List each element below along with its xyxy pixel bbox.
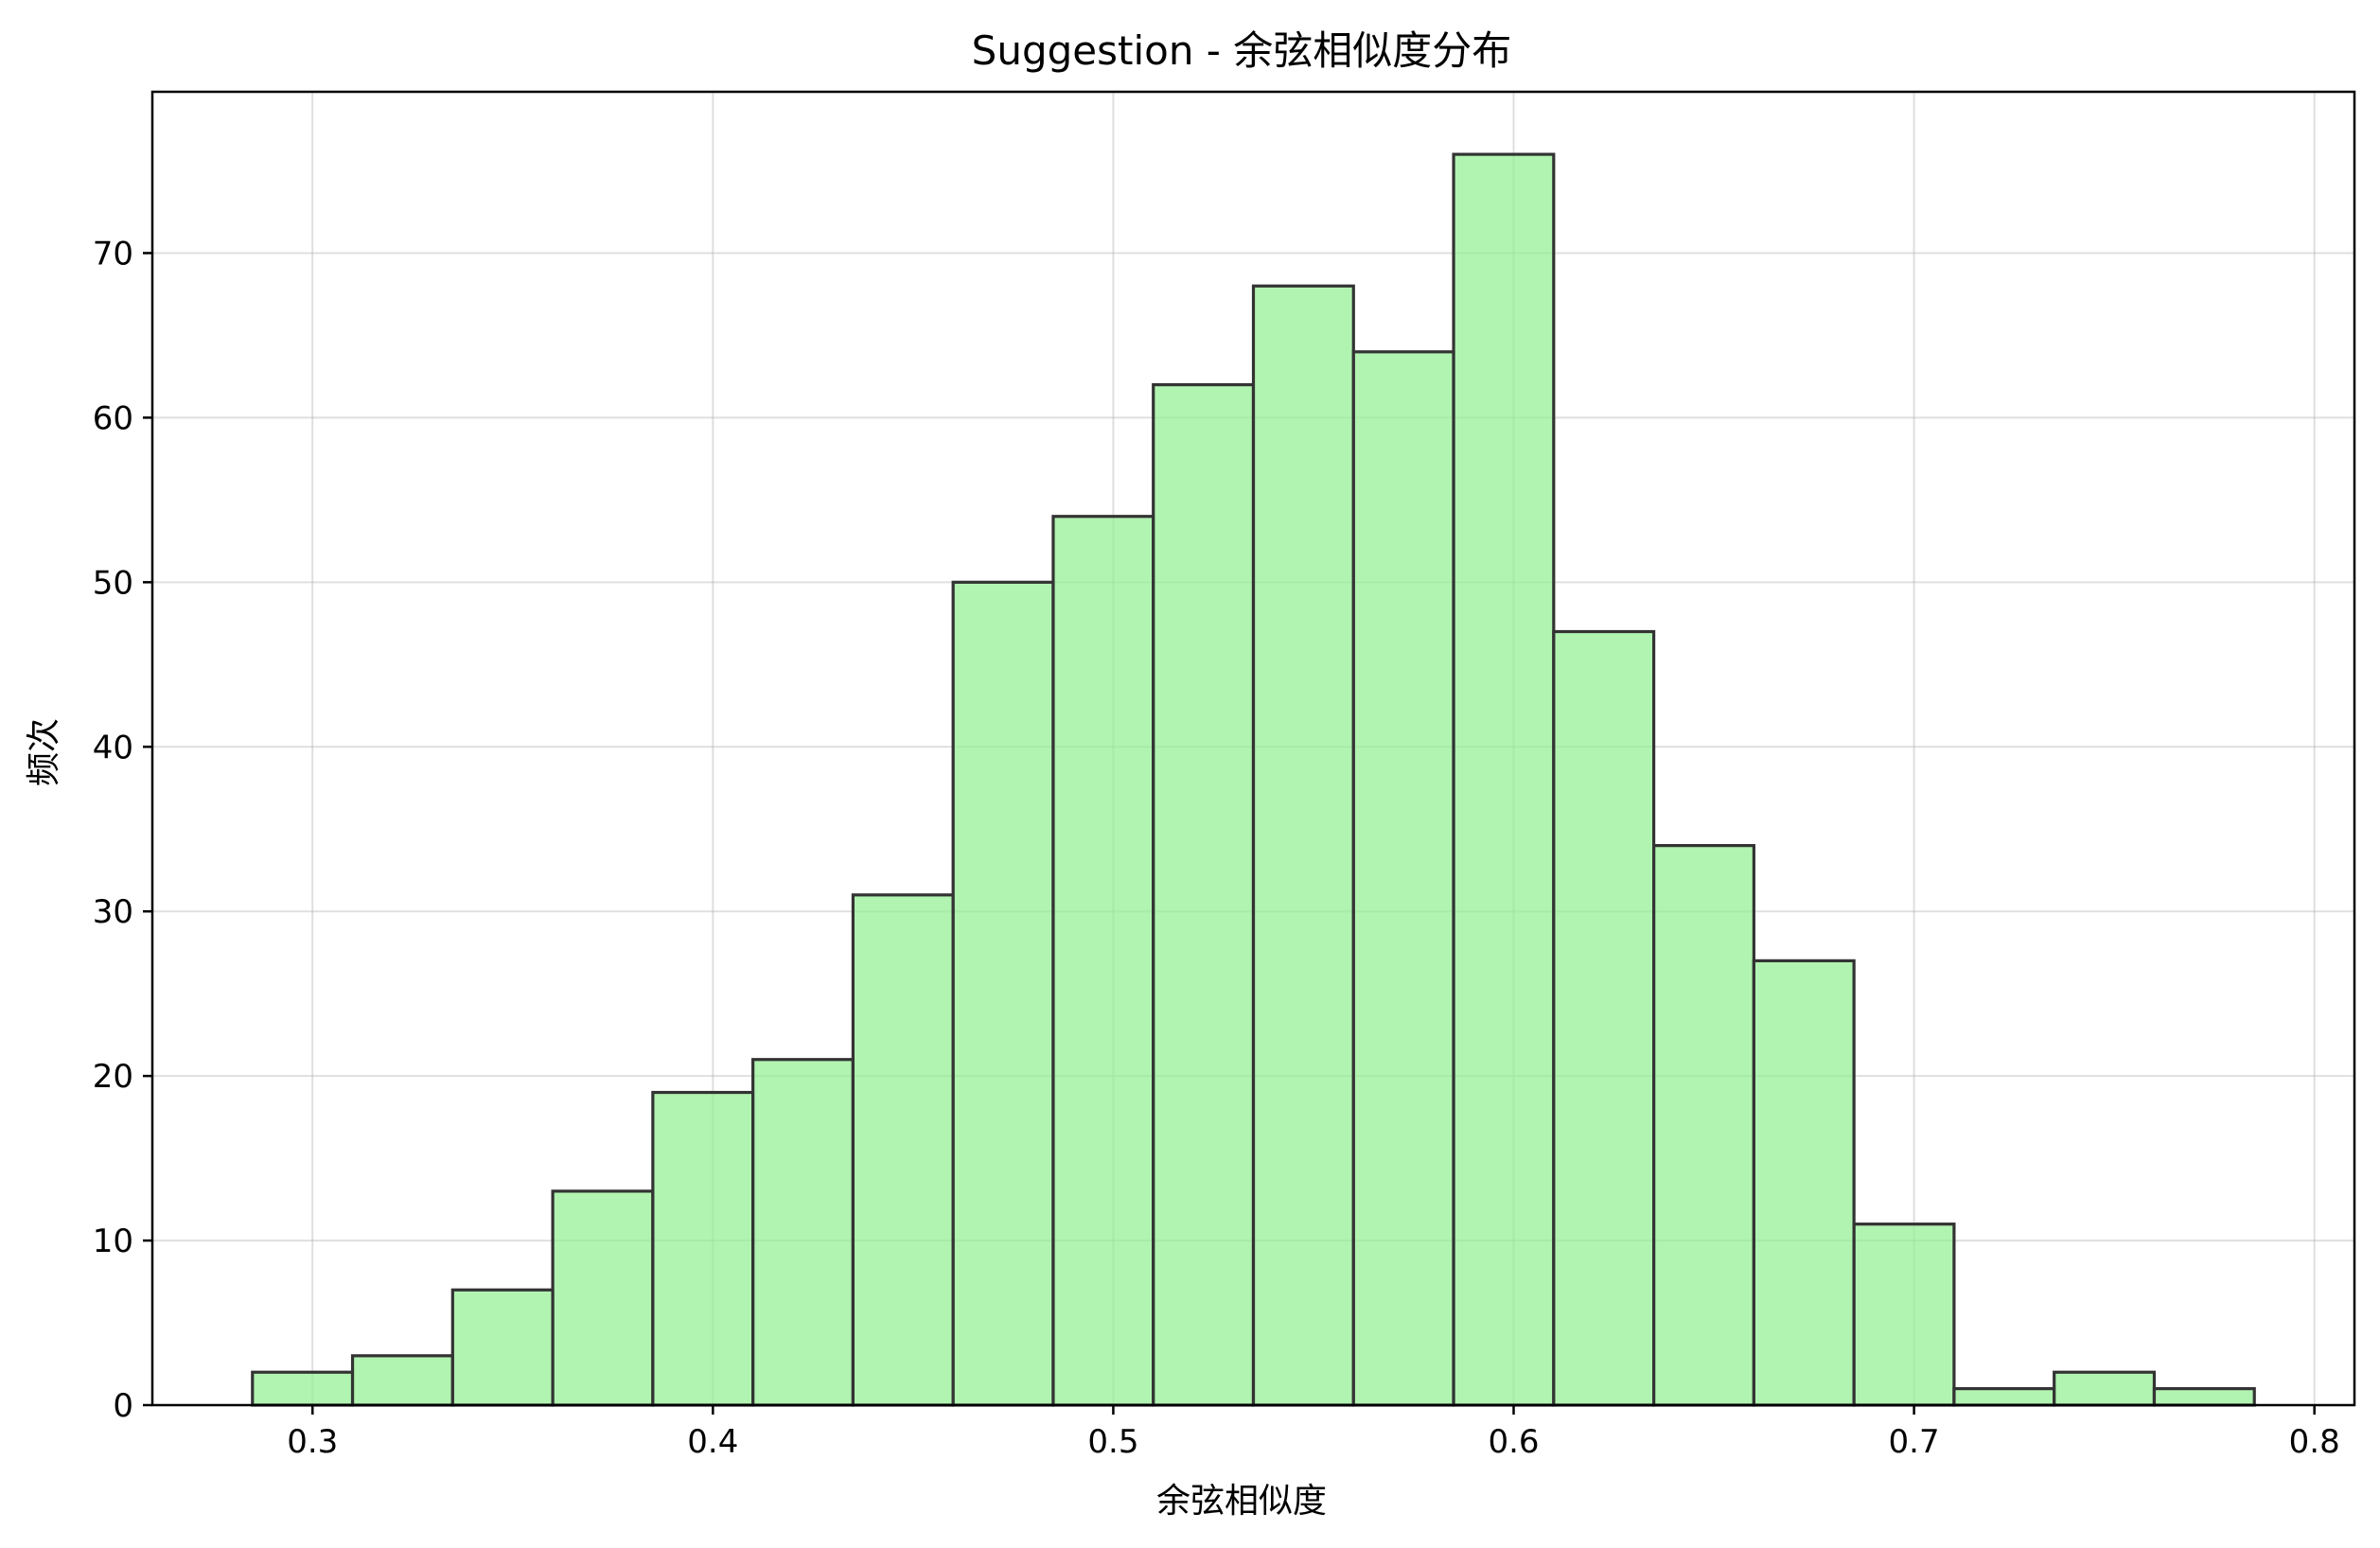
y-tick-label: 30 bbox=[93, 893, 133, 931]
histogram-bar bbox=[951, 580, 1055, 1407]
histogram-bar bbox=[1752, 959, 1856, 1407]
histogram-bar bbox=[651, 1090, 755, 1407]
histogram-bar bbox=[350, 1354, 454, 1407]
histogram-bar bbox=[1952, 1387, 2056, 1407]
y-axis-ticks: 0 10 20 30 40 50 60 70 bbox=[93, 235, 152, 1425]
y-tick-label: 60 bbox=[93, 399, 133, 437]
x-tick-label: 0.4 bbox=[687, 1423, 738, 1461]
histogram-bar bbox=[1152, 383, 1256, 1407]
histogram-bar bbox=[1251, 284, 1355, 1407]
x-tick-label: 0.5 bbox=[1087, 1423, 1138, 1461]
histogram-bar bbox=[450, 1288, 555, 1407]
y-axis-label: 频次 bbox=[25, 718, 63, 786]
histogram-bar bbox=[1351, 350, 1455, 1407]
histogram-bar bbox=[751, 1058, 855, 1407]
y-tick-label: 0 bbox=[113, 1387, 133, 1425]
histogram-bar bbox=[2152, 1387, 2256, 1407]
histogram-bar bbox=[851, 893, 955, 1407]
plot-frame bbox=[150, 90, 2356, 1407]
histogram-bars bbox=[251, 152, 2256, 1407]
histogram-bar bbox=[551, 1189, 655, 1407]
histogram-bar bbox=[2053, 1370, 2157, 1407]
histogram-bar bbox=[1852, 1223, 1956, 1407]
y-tick-label: 40 bbox=[93, 729, 133, 766]
x-axis-label: 余弦相似度 bbox=[1156, 1482, 1327, 1521]
histogram-bar bbox=[1552, 629, 1656, 1407]
histogram-bar bbox=[1452, 152, 1556, 1407]
y-tick-label: 10 bbox=[93, 1223, 133, 1260]
histogram-bar bbox=[1651, 844, 1755, 1407]
histogram-bar bbox=[251, 1370, 355, 1407]
x-tick-label: 0.3 bbox=[287, 1423, 338, 1461]
x-tick-label: 0.7 bbox=[1889, 1423, 1940, 1461]
y-tick-label: 50 bbox=[93, 564, 133, 602]
x-axis-ticks: 0.3 0.4 0.5 0.6 0.7 0.8 bbox=[287, 1405, 2340, 1461]
x-tick-label: 0.8 bbox=[2289, 1423, 2340, 1461]
x-tick-label: 0.6 bbox=[1488, 1423, 1539, 1461]
y-tick-label: 20 bbox=[93, 1058, 133, 1096]
y-tick-label: 70 bbox=[93, 235, 133, 273]
histogram-bar bbox=[1051, 515, 1155, 1407]
chart-title: Suggestion - 余弦相似度分布 bbox=[972, 27, 1512, 74]
